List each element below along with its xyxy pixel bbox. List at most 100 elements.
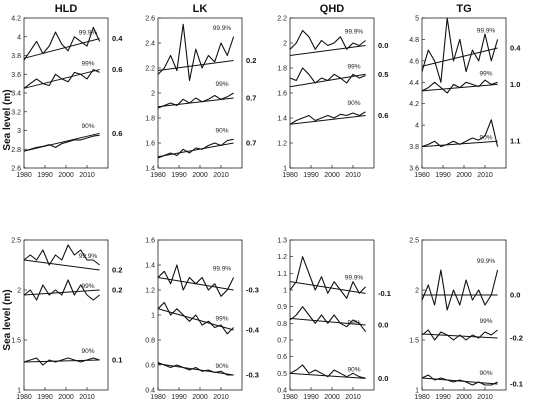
series-line <box>157 301 234 335</box>
panel-7: 1980 1990 2000 2010 0.4 0.5 0.6 0.7 0.8 0.9 1 1.1 1.… <box>277 238 391 402</box>
trend-slope-label: 0.7 <box>246 139 256 148</box>
series-label: 99.9% <box>345 275 364 282</box>
plot-frame <box>289 239 375 391</box>
x-tick-label: 1980 <box>414 172 430 179</box>
series-label: 90% <box>81 123 94 130</box>
panels: HLD 1980 1990 2000 2010 2.6 2.8 3 3.2 3.4 3.6 3.8 4 4… <box>11 3 523 401</box>
y-tick-label: 1.2 <box>277 254 287 261</box>
x-tick-label: 2010 <box>477 172 493 179</box>
x-tick-label: 2010 <box>213 172 229 179</box>
series-label: 99% <box>479 318 492 325</box>
series-label: 90% <box>215 127 228 134</box>
x-tick-label: 2000 <box>58 394 74 401</box>
series-label: 99% <box>479 70 492 77</box>
y-tick-label: 1.4 <box>145 166 155 173</box>
y-tick-label: 0.9 <box>277 304 287 311</box>
trend-slope-label: 0.6 <box>112 129 122 138</box>
series-line <box>289 111 366 125</box>
y-tick-label: 2.4 <box>145 41 155 48</box>
trend-slope-label: -0.1 <box>378 289 391 298</box>
x-tick-label: 2010 <box>345 394 361 401</box>
y-tick-label: 3.8 <box>11 53 21 60</box>
series-label: 99.9% <box>79 253 98 260</box>
y-tick-label: 0.8 <box>145 338 155 345</box>
x-tick-label: 2010 <box>79 172 95 179</box>
plot-frame <box>157 17 243 169</box>
trend-line <box>289 281 366 294</box>
y-tick-label: 4.2 <box>409 101 419 108</box>
y-tick-label: 4.8 <box>409 37 419 44</box>
trend-line <box>421 140 498 148</box>
series-label: 99% <box>347 64 360 71</box>
x-tick-label: 1990 <box>435 394 451 401</box>
x-tick-label: 1990 <box>171 172 187 179</box>
x-tick-label: 1990 <box>303 394 319 401</box>
series-line <box>421 374 498 386</box>
y-tick-label: 1.1 <box>277 271 287 278</box>
trend-slope-label: 0.0 <box>378 374 388 383</box>
x-tick-label: 1990 <box>171 394 187 401</box>
y-tick-label: 1.2 <box>145 288 155 295</box>
x-tick-label: 2000 <box>58 172 74 179</box>
panel-title: TG <box>456 3 471 15</box>
series-line <box>289 29 366 50</box>
series-line <box>289 256 366 299</box>
trend-slope-label: 0.4 <box>112 34 123 43</box>
y-tick-label: 0.6 <box>145 363 155 370</box>
series-line <box>421 269 499 311</box>
trend-line <box>23 259 100 271</box>
y-tick-label: 4.6 <box>409 58 419 65</box>
trend-line <box>421 83 498 92</box>
series-label: 99.9% <box>79 29 98 36</box>
y-tick-label: 2.5 <box>409 238 419 245</box>
y-tick-label: 1.3 <box>277 238 287 245</box>
y-tick-label: 1.4 <box>277 116 287 123</box>
trend-slope-label: 0.6 <box>112 65 122 74</box>
series-label: 90% <box>347 100 360 107</box>
series-line <box>157 361 234 376</box>
y-tick-label: 4 <box>415 123 419 130</box>
series-label: 99% <box>215 316 228 323</box>
x-tick-label: 2000 <box>192 172 208 179</box>
trend-slope-label: 1.1 <box>510 137 520 146</box>
y-tick-label: 1.4 <box>145 263 155 270</box>
trend-line <box>23 132 100 152</box>
trend-slope-label: 0.5 <box>378 70 388 79</box>
panel-6: 1980 1990 2000 2010 0.4 0.6 0.8 1 1.2 1.4 1.6 99.9%… <box>145 238 259 402</box>
trend-slope-label: 0.0 <box>378 41 388 50</box>
trend-line <box>289 372 366 379</box>
y-tick-label: 2.2 <box>277 16 287 23</box>
series-label: 99.9% <box>345 29 364 36</box>
y-tick-label: 2.8 <box>11 147 21 154</box>
panel-title: LK <box>193 3 208 15</box>
trend-line <box>289 45 366 56</box>
series-line <box>289 364 366 379</box>
x-tick-label: 1990 <box>435 172 451 179</box>
series-line <box>421 17 499 83</box>
trend-line <box>289 317 366 326</box>
trend-line <box>157 363 234 376</box>
series-label: 99% <box>81 60 94 67</box>
panel-title: HLD <box>55 3 78 15</box>
x-tick-label: 1990 <box>303 172 319 179</box>
series-label: 90% <box>81 348 94 355</box>
panel-4: TG 1980 1990 2000 2010 3.6 3.8 4 4.2 4.4 4.6 4.8 5 99… <box>409 3 521 179</box>
y-tick-label: 1.5 <box>409 338 419 345</box>
series-line <box>421 79 498 94</box>
series-line <box>289 306 367 333</box>
trend-slope-label: 0.0 <box>510 291 520 300</box>
trend-line <box>157 60 234 71</box>
x-tick-label: 2010 <box>79 394 95 401</box>
y-tick-label: 3.8 <box>409 144 419 151</box>
x-tick-label: 2000 <box>456 172 472 179</box>
trend-line <box>289 73 366 88</box>
series-label: 90% <box>479 135 492 142</box>
x-tick-label: 2010 <box>213 394 229 401</box>
plot-frame <box>23 17 109 169</box>
trend-line <box>157 277 234 291</box>
series-line <box>23 279 100 301</box>
trend-line <box>23 69 100 89</box>
y-tick-label: 1.2 <box>277 141 287 148</box>
trend-line <box>157 308 234 331</box>
trend-slope-label: 1.0 <box>510 80 520 89</box>
